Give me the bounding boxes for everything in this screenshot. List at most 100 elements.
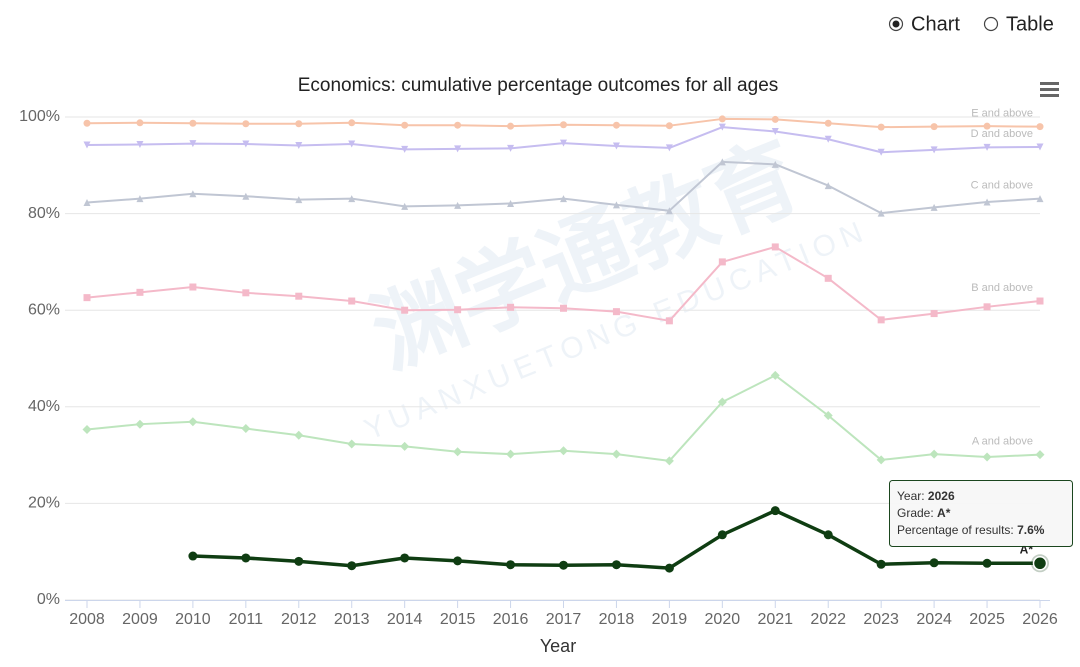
point [1035,450,1045,460]
point [665,122,673,130]
point [929,558,939,568]
x-tick-label: 2020 [705,611,741,628]
point [83,119,91,127]
x-tick-label: 2014 [387,611,423,628]
point [560,121,567,129]
point [454,121,462,129]
point [824,274,832,282]
point [348,297,356,305]
point [295,141,303,149]
point [771,243,779,251]
series-label: B and above [971,282,1033,294]
series-line [86,160,1041,215]
point [612,201,620,209]
chart-title: Economics: cumulative percentage outcome… [298,75,779,96]
tooltip-label: Year: [897,489,928,503]
y-tick-label: 20% [28,495,60,512]
point [876,559,886,569]
point [400,441,410,451]
point [824,119,832,127]
point [877,148,885,156]
tooltip-box [889,480,1073,547]
point [136,195,144,203]
plot: E and above D and above C and above B and a… [82,108,1049,573]
x-tick-label: 2009 [122,611,158,628]
tooltip-label: Percentage of results: [897,523,1017,537]
point [189,283,197,291]
radio-label[interactable]: Table [1006,13,1054,35]
radio-chart[interactable]: Chart [888,13,961,35]
point [400,553,410,563]
point [559,560,568,570]
point [242,120,250,128]
point [454,306,462,314]
point [664,456,674,466]
point [242,289,250,297]
point [295,196,303,204]
point [136,288,144,296]
tooltip-value: A* [937,506,951,520]
point [560,139,567,147]
point [347,561,357,571]
x-tick-label: 2016 [493,611,529,628]
x-tick-label: 2013 [334,611,370,628]
y-tick-label: 100% [19,108,60,125]
x-tick-label: 2008 [69,611,105,628]
watermark: 渊学通教育 YUANXUETONG EDUCATION [359,126,873,447]
point [347,439,357,449]
point [401,121,409,129]
point [135,419,145,429]
menu-button[interactable] [1040,82,1059,97]
point [983,122,991,130]
point [930,203,938,211]
series-label: C and above [971,180,1033,192]
point [188,417,198,427]
point [401,145,409,153]
series: A and above [82,370,1045,466]
tooltip-row: Year: 2026 [897,489,955,503]
point [242,140,250,148]
point [1036,123,1044,131]
radio[interactable] [983,16,999,32]
point [665,144,673,152]
point [770,370,780,380]
point [877,209,885,217]
menu-bar [1040,94,1059,97]
y-tick-label: 0% [37,591,60,608]
x-tick-label: 2015 [440,611,476,628]
radio-table[interactable]: Table [983,13,1054,35]
menu-bar [1040,88,1059,91]
x-axis-title: Year [540,636,576,656]
point [454,145,462,153]
x-tick-label: 2011 [229,611,264,628]
point [401,202,409,210]
point [929,449,939,459]
x-tick-label: 2010 [175,611,211,628]
point [824,135,832,143]
point [664,563,674,573]
point [718,158,726,166]
point [611,560,621,570]
x-tick-label: 2024 [916,611,952,628]
point [983,303,991,311]
tooltip-label: Grade: [897,506,937,520]
x-tick-label: 2018 [599,611,635,628]
point [241,553,251,563]
point [507,122,515,130]
point [877,123,885,131]
point [295,292,303,300]
point [453,556,463,566]
x-tick-label: 2025 [969,611,1005,628]
series-label: E and above [971,108,1033,120]
point [348,195,356,203]
point [454,201,462,209]
radio-label[interactable]: Chart [911,13,960,35]
tooltip-row: Percentage of results: 7.6% [897,523,1045,537]
point [294,556,304,566]
point [930,123,938,131]
x-tick-label: 2021 [757,611,793,628]
point [188,551,198,561]
point [189,119,197,127]
point [560,195,567,203]
